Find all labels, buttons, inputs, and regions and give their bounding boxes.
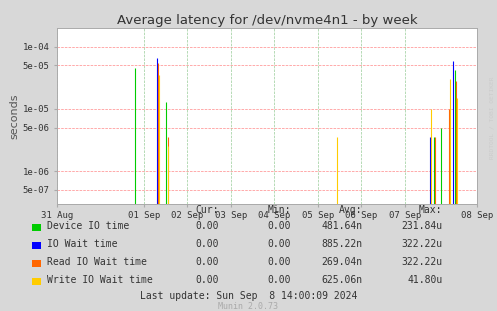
- Text: Device IO time: Device IO time: [47, 220, 129, 230]
- Text: Cur:: Cur:: [195, 205, 219, 215]
- Title: Average latency for /dev/nvme4n1 - by week: Average latency for /dev/nvme4n1 - by we…: [117, 14, 417, 27]
- Text: 0.00: 0.00: [195, 257, 219, 267]
- Text: IO Wait time: IO Wait time: [47, 239, 118, 248]
- Text: 0.00: 0.00: [267, 239, 291, 248]
- Text: 0.00: 0.00: [267, 275, 291, 285]
- Text: Avg:: Avg:: [339, 205, 363, 215]
- Text: Last update: Sun Sep  8 14:00:09 2024: Last update: Sun Sep 8 14:00:09 2024: [140, 290, 357, 300]
- Text: Max:: Max:: [419, 205, 442, 215]
- Text: 0.00: 0.00: [267, 220, 291, 230]
- Text: 0.00: 0.00: [195, 275, 219, 285]
- Text: 885.22n: 885.22n: [322, 239, 363, 248]
- Text: 269.04n: 269.04n: [322, 257, 363, 267]
- Text: 231.84u: 231.84u: [401, 220, 442, 230]
- Text: 322.22u: 322.22u: [401, 239, 442, 248]
- Text: 481.64n: 481.64n: [322, 220, 363, 230]
- Text: RRDTOOL / TOBI OETIKER: RRDTOOL / TOBI OETIKER: [490, 77, 495, 160]
- Y-axis label: seconds: seconds: [10, 93, 20, 139]
- Text: 0.00: 0.00: [195, 220, 219, 230]
- Text: 625.06n: 625.06n: [322, 275, 363, 285]
- Text: Min:: Min:: [267, 205, 291, 215]
- Text: 41.80u: 41.80u: [407, 275, 442, 285]
- Text: 0.00: 0.00: [267, 257, 291, 267]
- Text: 322.22u: 322.22u: [401, 257, 442, 267]
- Text: Read IO Wait time: Read IO Wait time: [47, 257, 147, 267]
- Text: Munin 2.0.73: Munin 2.0.73: [219, 301, 278, 310]
- Text: Write IO Wait time: Write IO Wait time: [47, 275, 153, 285]
- Text: 0.00: 0.00: [195, 239, 219, 248]
